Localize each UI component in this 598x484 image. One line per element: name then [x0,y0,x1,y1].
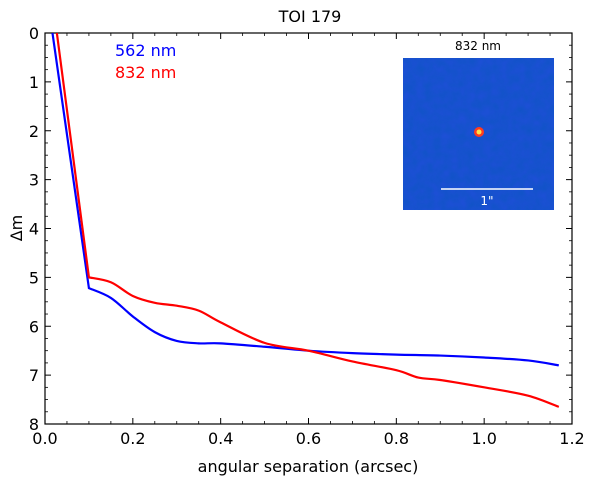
y-axis-label: Δm [7,215,26,242]
inset-title: 832 nm [455,39,501,53]
x-tick-label: 1.2 [559,429,584,448]
x-tick-label: 0.2 [120,429,145,448]
chart-title: TOI 179 [278,7,342,26]
x-axis-label: angular separation (arcsec) [198,457,419,476]
x-tick-label: 0.6 [296,429,321,448]
x-tick-label: 0.0 [32,429,57,448]
series-lines [51,32,560,408]
y-tick-label: 2 [29,122,39,141]
y-tick-label: 8 [29,415,39,434]
x-tick-label: 1.0 [471,429,496,448]
y-tick-label: 3 [29,171,39,190]
x-tick-label: 0.4 [208,429,233,448]
y-tick-label: 7 [29,366,39,385]
y-tick-label: 5 [29,268,39,287]
x-axis: 0.0 0.2 0.4 0.6 0.8 1.0 1.2 [32,33,585,448]
star-psf-center [476,129,482,135]
y-tick-label: 6 [29,317,39,336]
x-tick-label: 0.8 [384,429,409,448]
inset-image-panel: 832 nm 1" [403,39,554,210]
series-line-832-nm [55,32,560,408]
y-tick-label: 0 [29,24,39,43]
y-tick-label: 1 [29,73,39,92]
legend-entry-562: 562 nm [115,41,176,60]
series-line-562-nm [51,32,559,367]
y-tick-label: 4 [29,220,39,239]
inset-scale-label: 1" [480,194,493,208]
y-axis: 0 1 2 3 4 5 6 7 8 [29,24,572,434]
legend-entry-832: 832 nm [115,63,176,82]
